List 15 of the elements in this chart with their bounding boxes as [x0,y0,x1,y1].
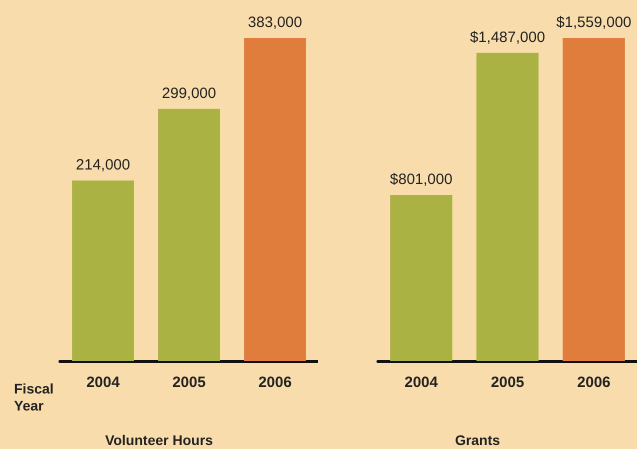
x-axis-title: Fiscal Year [14,380,54,414]
text: Volunteer Hours [105,432,214,448]
data-label: 383,000 [248,14,302,31]
x-tick-label: 2004 [404,374,439,391]
x-tick-label: 2005 [172,374,206,391]
data-label: $1,487,000 [470,28,546,46]
data-label: 299,000 [162,84,216,102]
text: Grants [454,432,500,448]
x-tick-label: 2006 [258,374,292,391]
data-label: $801,000 [390,171,452,188]
data-label: $1,559,000 [556,14,632,31]
x-tick-label: 2005 [490,374,524,391]
data-label: 214,000 [76,156,130,174]
x-tick-label: 2004 [86,374,120,391]
x-tick-label: 2006 [577,374,611,391]
